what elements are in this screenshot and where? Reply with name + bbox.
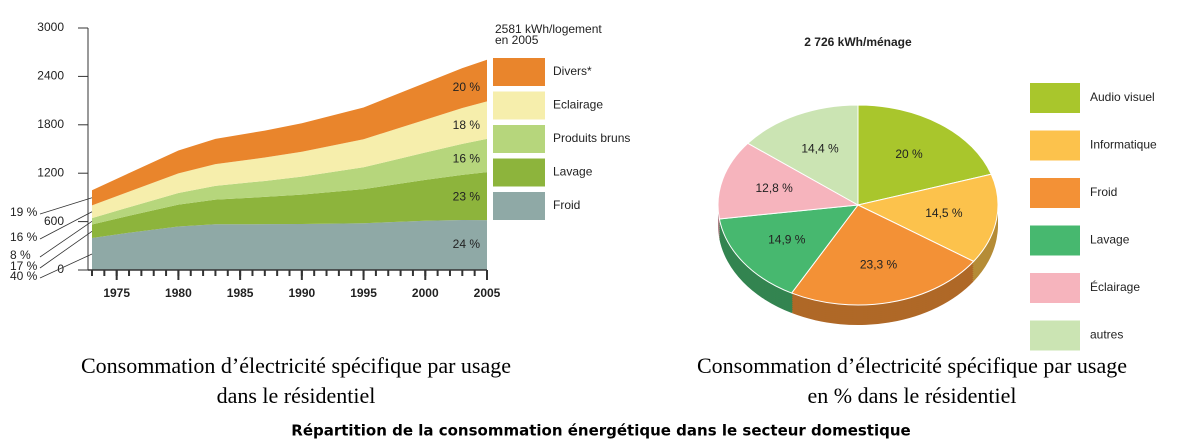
- legend-swatch: [1030, 225, 1080, 256]
- caption-line: en % dans le résidentiel: [808, 383, 1017, 408]
- caption-line: Consommation d’électricité spécifique pa…: [81, 353, 511, 378]
- start-label: 40 %: [10, 269, 38, 283]
- figure-title: Répartition de la consommation énergétiq…: [291, 422, 910, 440]
- slice-label: 23,3 %: [860, 257, 898, 271]
- slice-label: 14,5 %: [925, 206, 963, 220]
- area: [92, 138, 487, 225]
- legend-label: Éclairage: [1090, 279, 1140, 294]
- y-tick-label: 3000: [37, 20, 64, 34]
- pie-title: 2 726 kWh/ménage: [804, 35, 912, 49]
- legend-swatch: [493, 192, 545, 220]
- legend-swatch: [493, 158, 545, 187]
- legend-swatch: [1030, 320, 1080, 351]
- slice: [717, 142, 860, 220]
- y-tick-label: 1200: [37, 165, 64, 179]
- start-label: 19 %: [10, 205, 38, 219]
- legend-title: 2581 kWh/logement: [495, 22, 602, 36]
- y-tick-label: 1800: [37, 117, 64, 131]
- legend-label: Lavage: [553, 165, 593, 179]
- legend-label: Froid: [553, 198, 580, 212]
- leader-line: [39, 197, 93, 215]
- x-tick-label: 1975: [103, 286, 130, 300]
- legend-label: Froid: [1090, 185, 1117, 199]
- y-tick-label: 0: [57, 262, 64, 276]
- y-tick-label: 600: [44, 214, 64, 228]
- start-label: 16 %: [10, 230, 38, 244]
- leader-line: [39, 220, 93, 258]
- x-tick-label: 1995: [350, 286, 377, 300]
- slice-label: 12,8 %: [755, 181, 793, 195]
- legend-label: Informatique: [1090, 138, 1157, 152]
- legend-label: autres: [1090, 328, 1123, 342]
- legend-swatch: [493, 58, 545, 86]
- start-label: 17 %: [10, 259, 38, 273]
- caption-line: Consommation d’électricité spécifique pa…: [697, 353, 1127, 378]
- x-tick-label: 2005: [474, 286, 501, 300]
- end-label: 23 %: [453, 190, 481, 204]
- x-tick-label: 1985: [227, 286, 254, 300]
- legend-label: Lavage: [1090, 233, 1130, 247]
- end-label: 20 %: [453, 80, 481, 94]
- slice: [718, 204, 860, 294]
- leader-line: [39, 253, 93, 279]
- area: [92, 219, 487, 270]
- end-label: 24 %: [453, 237, 481, 251]
- legend-swatch: [1030, 178, 1080, 208]
- slice: [790, 204, 975, 306]
- area: [92, 59, 487, 206]
- y-tick-label: 2400: [37, 69, 64, 83]
- x-tick-label: 2000: [412, 286, 439, 300]
- leader-line: [39, 211, 93, 240]
- slice: [857, 104, 992, 206]
- legend-swatch: [493, 91, 545, 120]
- legend-swatch: [493, 125, 545, 153]
- x-tick-label: 1980: [165, 286, 192, 300]
- end-label: 18 %: [453, 118, 481, 132]
- area: [92, 101, 487, 219]
- legend-label: Audio visuel: [1090, 90, 1155, 104]
- caption-line: dans le résidentiel: [217, 383, 376, 408]
- legend-title: en 2005: [495, 33, 539, 47]
- legend-label: Produits bruns: [553, 131, 630, 145]
- legend-swatch: [1030, 130, 1080, 161]
- legend-swatch: [1030, 273, 1080, 303]
- legend-label: Divers*: [553, 64, 592, 78]
- slice-label: 14,9 %: [768, 233, 806, 247]
- slice-label: 20 %: [895, 147, 923, 161]
- legend-swatch: [1030, 83, 1080, 113]
- legend-label: Eclairage: [553, 98, 603, 112]
- slice: [856, 173, 999, 262]
- x-tick-label: 1990: [288, 286, 315, 300]
- slice: [746, 104, 859, 206]
- leader-line: [39, 230, 93, 269]
- area: [92, 172, 487, 239]
- end-label: 16 %: [453, 151, 481, 165]
- slice-label: 14,4 %: [801, 141, 839, 155]
- start-label: 8 %: [10, 248, 31, 262]
